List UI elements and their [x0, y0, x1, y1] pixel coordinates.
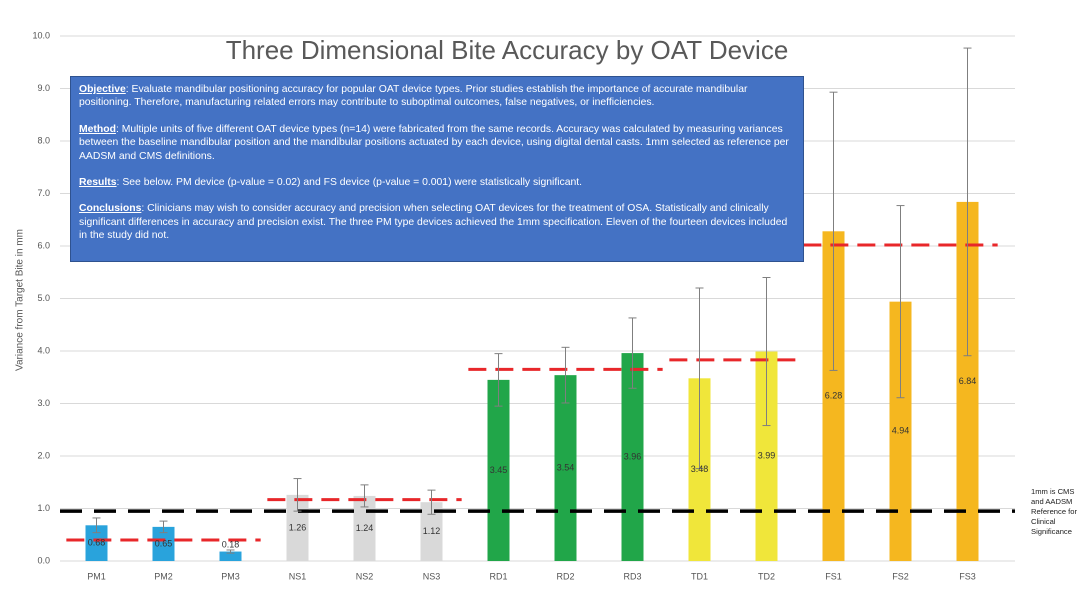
value-label: 6.28: [825, 391, 843, 401]
value-label: 1.24: [356, 523, 374, 533]
value-label: 0.68: [88, 538, 106, 548]
note-text: : Multiple units of five different OAT d…: [79, 123, 789, 162]
value-label: 3.45: [490, 465, 508, 475]
x-tick-label: NS2: [356, 571, 374, 581]
value-label: 1.12: [423, 526, 441, 536]
x-tick-label: RD2: [556, 571, 574, 581]
y-tick-label: 0.0: [37, 555, 50, 565]
value-label: 6.84: [959, 376, 977, 386]
y-axis-label: Variance from Target Bite in mm: [15, 229, 26, 371]
y-tick-label: 8.0: [37, 135, 50, 145]
value-label: 4.94: [892, 426, 910, 436]
x-tick-label: PM3: [221, 571, 240, 581]
x-tick-label: TD2: [758, 571, 775, 581]
value-label: 0.65: [155, 538, 173, 548]
y-tick-label: 10.0: [32, 30, 50, 40]
note-heading: Objective: [79, 84, 126, 95]
value-label: 0.18: [222, 539, 240, 549]
value-label: 3.96: [624, 451, 642, 461]
note-paragraph: Objective: Evaluate mandibular positioni…: [79, 83, 795, 110]
bar: [152, 526, 175, 561]
value-label: 3.99: [758, 451, 776, 461]
note-heading: Method: [79, 123, 116, 135]
y-tick-label: 9.0: [37, 83, 50, 93]
y-tick-label: 5.0: [37, 293, 50, 303]
bar: [554, 375, 577, 561]
y-tick-label: 6.0: [37, 240, 50, 250]
y-tick-label: 7.0: [37, 188, 50, 198]
bar: [889, 301, 912, 561]
reference-label: 1mm is CMS and AADSM Reference for Clini…: [1031, 487, 1078, 536]
note-paragraph: Conclusions: Clinicians may wish to cons…: [79, 202, 795, 242]
x-tick-label: FS2: [892, 571, 909, 581]
note-paragraph: Method: Multiple units of five different…: [79, 123, 795, 163]
note-text: : See below. PM device (p-value = 0.02) …: [116, 177, 583, 189]
bar: [688, 378, 711, 561]
annotation-box: Objective: Evaluate mandibular positioni…: [70, 76, 804, 262]
x-tick-label: PM2: [154, 571, 173, 581]
note-heading: Results: [79, 177, 117, 189]
x-tick-label: RD1: [489, 571, 507, 581]
bar: [956, 201, 979, 561]
note-paragraph: Results: See below. PM device (p-value =…: [79, 176, 795, 189]
bar: [85, 525, 108, 561]
bar: [822, 231, 845, 562]
x-tick-label: FS1: [825, 571, 842, 581]
bar: [219, 551, 242, 561]
x-tick-label: RD3: [623, 571, 641, 581]
bar: [487, 379, 510, 561]
x-tick-label: NS3: [423, 571, 441, 581]
value-label: 3.48: [691, 464, 709, 474]
note-text: : Evaluate mandibular positioning accura…: [79, 84, 748, 109]
y-tick-label: 1.0: [37, 503, 50, 513]
bar: [420, 502, 443, 561]
note-heading: Conclusions: [79, 203, 142, 215]
x-tick-label: FS3: [959, 571, 976, 581]
bar: [755, 351, 778, 561]
note-text: : Clinicians may wish to consider accura…: [79, 203, 788, 242]
x-tick-label: PM1: [87, 571, 106, 581]
y-tick-label: 4.0: [37, 345, 50, 355]
chart-title: Three Dimensional Bite Accuracy by OAT D…: [226, 35, 789, 65]
y-tick-label: 3.0: [37, 398, 50, 408]
value-label: 3.54: [557, 462, 575, 472]
x-tick-label: NS1: [289, 571, 307, 581]
x-tick-label: TD1: [691, 571, 708, 581]
value-label: 1.26: [289, 522, 307, 532]
y-tick-label: 2.0: [37, 450, 50, 460]
bar: [621, 353, 644, 561]
